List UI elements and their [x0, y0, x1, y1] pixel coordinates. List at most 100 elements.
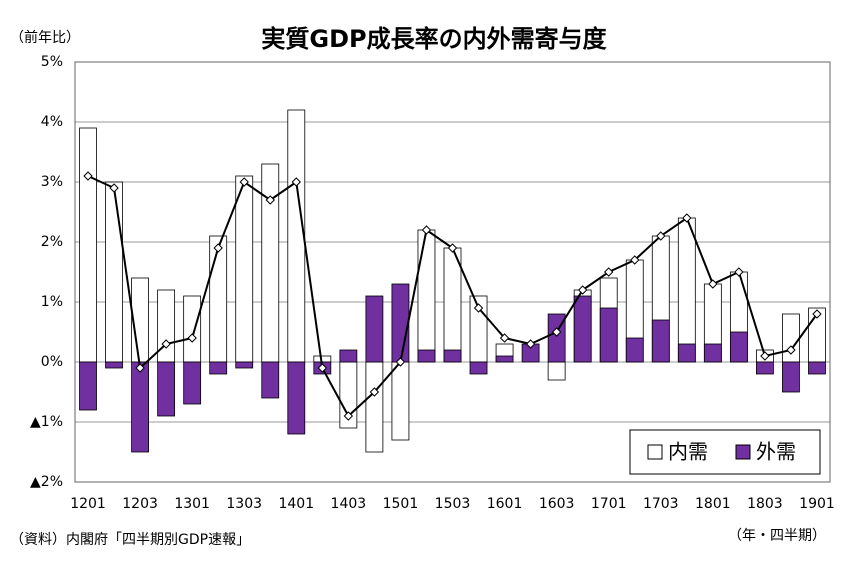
bar [339, 349, 358, 363]
line-marker [551, 327, 562, 337]
line-marker [161, 339, 171, 349]
line-marker [734, 267, 744, 277]
x-tick-label: 1703 [643, 496, 679, 512]
x-tick-label: 1501 [383, 496, 419, 512]
y-tick-label: 5% [41, 54, 63, 70]
bar [625, 337, 644, 363]
bar [651, 319, 670, 363]
bar [157, 289, 176, 363]
line-marker [265, 195, 275, 205]
y-tick-label: 2% [41, 234, 63, 250]
line-marker [109, 183, 119, 193]
y-tick-label: 4% [41, 114, 63, 130]
x-tick-label: 1403 [331, 496, 367, 512]
x-tick-label: 1503 [435, 496, 471, 512]
line-marker [812, 309, 822, 319]
bar [391, 361, 410, 441]
bar [183, 361, 202, 405]
x-tick-label: 1701 [591, 496, 627, 512]
bar [209, 235, 228, 363]
legend-label: 内需 [668, 440, 708, 464]
bar [365, 295, 384, 363]
bar [808, 361, 826, 375]
bar [365, 361, 384, 453]
bar [782, 313, 800, 363]
x-tick-label: 1401 [278, 496, 314, 512]
bar [79, 127, 97, 363]
line-marker [656, 231, 666, 241]
line-marker [421, 225, 432, 235]
line-marker [343, 411, 354, 421]
chart-title: 実質GDP成長率の内外需寄与度 [261, 25, 607, 53]
bar [573, 295, 592, 363]
bar [547, 361, 566, 381]
bar [703, 343, 722, 363]
bar [209, 361, 228, 375]
line-marker [395, 357, 406, 367]
line-marker [213, 243, 223, 253]
line-marker [760, 351, 770, 361]
bar [417, 229, 436, 363]
bar [183, 295, 202, 363]
y-tick-label: 0% [41, 354, 63, 370]
bar [79, 361, 97, 411]
bar [235, 175, 254, 363]
bar [235, 361, 254, 369]
line-marker [83, 171, 93, 181]
x-axis-label: （年・四半期） [728, 528, 826, 544]
x-tick-label: 1803 [747, 496, 783, 512]
bar [391, 283, 410, 363]
x-tick-label: 1601 [487, 496, 523, 512]
bar [677, 217, 696, 363]
y-tick-label: ▲2% [30, 474, 63, 490]
line-marker [603, 267, 614, 277]
line-marker [291, 177, 302, 187]
bar [495, 355, 514, 363]
source: （資料）内閣府「四半期別GDP速報」 [10, 532, 250, 548]
plot-frame [74, 61, 831, 483]
x-tick-label: 1301 [174, 496, 210, 512]
line-marker [682, 213, 692, 223]
line-marker [499, 333, 510, 343]
bar [261, 163, 280, 363]
line-marker [473, 303, 484, 313]
bar [105, 361, 123, 369]
line-marker [317, 363, 328, 373]
bar [157, 361, 176, 417]
bar [599, 307, 618, 363]
bar [729, 331, 748, 363]
legend-label: 外需 [756, 440, 796, 464]
bar [287, 109, 306, 363]
x-tick-label: 1901 [799, 496, 835, 512]
x-tick-label: 1801 [695, 496, 731, 512]
x-tick-label: 1603 [539, 496, 575, 512]
bar [287, 361, 306, 435]
x-tick-label: 1303 [226, 496, 262, 512]
x-tick-label: 1201 [70, 496, 106, 512]
bar [131, 361, 149, 453]
y-axis-label: （前年比） [10, 29, 80, 46]
bar [469, 361, 488, 375]
line-marker [630, 255, 640, 265]
bar [261, 361, 280, 399]
line-marker [786, 345, 796, 355]
y-tick-label: 3% [41, 174, 63, 190]
x-tick-label: 1203 [122, 496, 158, 512]
line-marker [369, 387, 380, 397]
y-tick-label: 1% [41, 294, 63, 310]
y-tick-label: ▲1% [30, 414, 63, 430]
legend-swatch [647, 444, 663, 460]
bar [105, 181, 123, 363]
bar [443, 247, 462, 363]
legend-swatch [735, 444, 751, 460]
bar [417, 349, 436, 363]
line-marker [239, 177, 249, 187]
bar [782, 361, 800, 393]
line-marker [447, 243, 458, 253]
line-marker [577, 285, 588, 295]
bar [443, 349, 462, 363]
bar [756, 361, 774, 375]
line-marker [135, 363, 145, 373]
line-marker [708, 279, 718, 289]
